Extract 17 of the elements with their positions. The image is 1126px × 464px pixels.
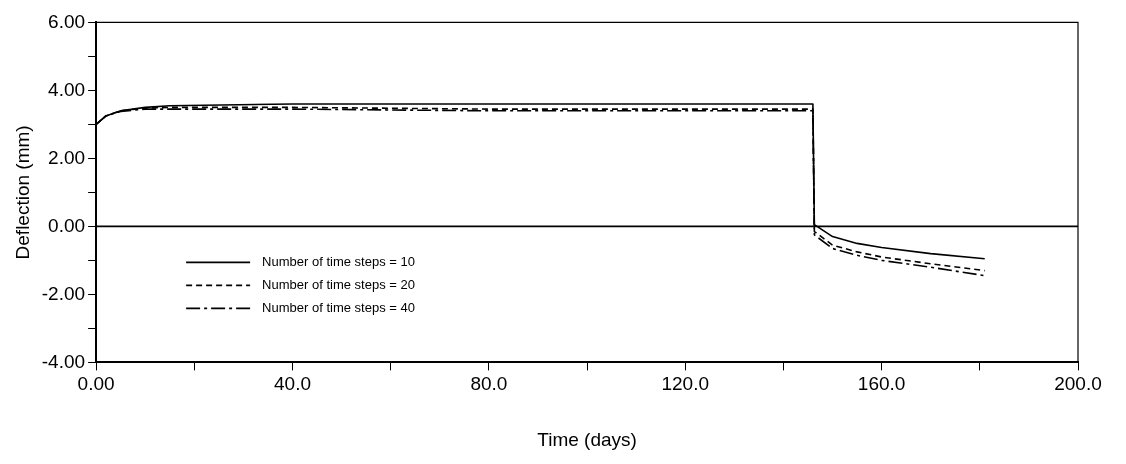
legend-label: Number of time steps = 20: [262, 276, 415, 292]
x-tick-label: 200.0: [1054, 373, 1102, 395]
y-tick-label: 4.00: [48, 78, 86, 100]
x-tick-label: 80.0: [470, 373, 508, 395]
legend-label: Number of time steps = 40: [262, 299, 415, 315]
y-axis-title: Deflection (mm): [11, 125, 33, 260]
y-tick-label: 6.00: [48, 10, 86, 32]
x-axis-title: Time (days): [537, 428, 637, 450]
x-tick-label: 160.0: [857, 373, 906, 395]
y-tick-label: 0.00: [48, 214, 86, 236]
legend-label: Number of time steps = 10: [262, 253, 415, 269]
x-tick-label: 40.0: [273, 373, 311, 395]
y-tick-label: -2.00: [41, 282, 86, 304]
y-tick-label: 2.00: [48, 146, 86, 168]
x-tick-label: 120.0: [661, 373, 710, 395]
x-tick-label: 0.00: [77, 373, 115, 395]
y-tick-label: -4.00: [41, 350, 86, 372]
